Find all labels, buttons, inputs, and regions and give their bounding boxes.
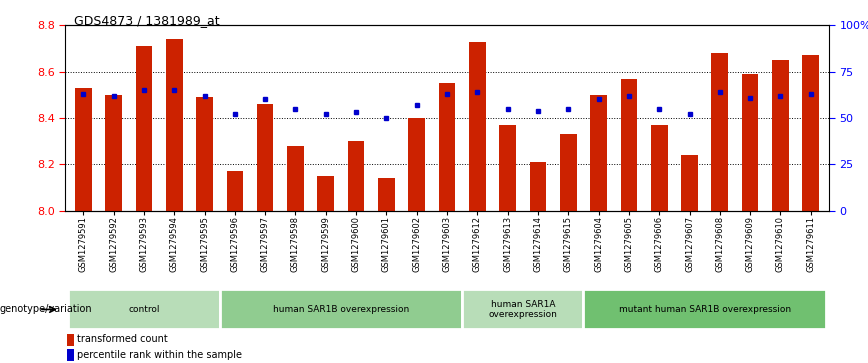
Bar (499, 125, 516, 211)
Bar (196, 97, 213, 211)
Bar (469, 42, 486, 211)
FancyBboxPatch shape (583, 289, 826, 330)
Bar (318, 176, 334, 211)
Bar (135, 46, 152, 211)
Bar (67, 334, 74, 346)
Bar (651, 125, 667, 211)
Bar (681, 155, 698, 211)
Bar (408, 118, 425, 211)
Bar (742, 74, 759, 211)
Bar (227, 171, 243, 211)
Bar (67, 349, 74, 362)
Text: genotype/variation: genotype/variation (0, 305, 93, 314)
Bar (621, 79, 637, 211)
Bar (257, 104, 273, 211)
Text: control: control (128, 305, 160, 314)
Bar (438, 83, 456, 211)
Bar (560, 134, 576, 211)
Bar (712, 53, 728, 211)
Bar (802, 56, 819, 211)
Text: GDS4873 / 1381989_at: GDS4873 / 1381989_at (74, 15, 220, 28)
FancyBboxPatch shape (220, 289, 462, 330)
Text: human SAR1B overexpression: human SAR1B overexpression (273, 305, 409, 314)
Bar (105, 95, 122, 211)
Bar (166, 39, 182, 211)
FancyBboxPatch shape (462, 289, 583, 330)
Text: mutant human SAR1B overexpression: mutant human SAR1B overexpression (619, 305, 791, 314)
Bar (348, 141, 365, 211)
Text: transformed count: transformed count (76, 334, 168, 344)
Bar (529, 162, 546, 211)
Text: percentile rank within the sample: percentile rank within the sample (76, 350, 242, 360)
Bar (590, 95, 607, 211)
Bar (378, 178, 395, 211)
Bar (773, 60, 789, 211)
Bar (287, 146, 304, 211)
FancyBboxPatch shape (68, 289, 220, 330)
Bar (75, 88, 92, 211)
Text: human SAR1A
overexpression: human SAR1A overexpression (489, 300, 557, 319)
